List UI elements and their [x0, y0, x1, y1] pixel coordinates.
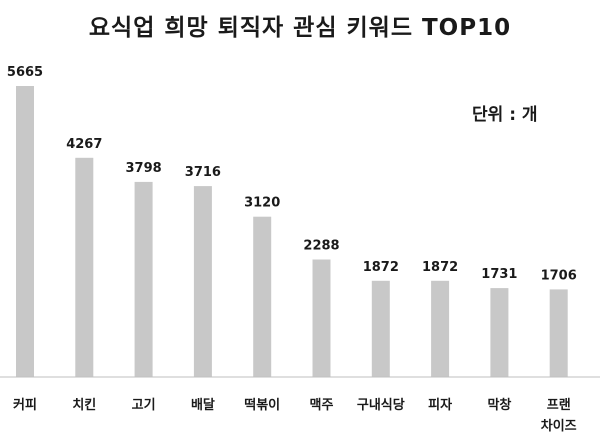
value-label-10: 1706 [541, 268, 577, 283]
category-label-10-line-2: 차이즈 [541, 418, 577, 434]
value-label-7: 1872 [363, 260, 399, 275]
value-label-6: 2288 [303, 239, 339, 254]
bar-3 [134, 181, 153, 377]
bar-2 [75, 157, 94, 377]
value-label-4: 3716 [185, 165, 221, 180]
value-label-2: 4267 [66, 137, 102, 152]
category-label-9: 막창 [487, 397, 511, 413]
category-label-5: 떡볶이 [244, 397, 280, 413]
value-label-8: 1872 [422, 260, 458, 275]
bar-4 [193, 186, 212, 377]
bar-5 [253, 216, 272, 377]
category-label-7: 구내식당 [357, 397, 405, 413]
category-label-3: 고기 [132, 398, 156, 413]
category-label-2: 치킨 [72, 397, 96, 413]
category-label-4: 배달 [191, 397, 215, 413]
category-label-6: 맥주 [310, 397, 334, 413]
value-label-5: 3120 [244, 196, 280, 211]
bar-7 [371, 280, 390, 377]
bar-8 [431, 280, 450, 377]
value-label-9: 1731 [481, 267, 517, 282]
unit-label: 단위 : 개 [472, 105, 538, 125]
value-labels-group: 5665 4267 3798 3716 3120 2288 1872 1872 1731 1706 [7, 65, 577, 283]
category-label-8: 피자 [428, 398, 452, 413]
bar-1 [16, 86, 34, 377]
bar-10 [549, 289, 568, 377]
bar-6 [312, 259, 331, 377]
category-label-1: 커피 [13, 398, 37, 413]
bar-9 [490, 288, 509, 377]
chart-title: 요식업 희망 퇴직자 관심 키워드 TOP10 [88, 15, 512, 41]
value-label-1: 5665 [7, 65, 43, 80]
category-label-10-line-1: 프랜 [547, 397, 571, 413]
bars-group [16, 86, 568, 377]
value-label-3: 3798 [126, 161, 162, 176]
